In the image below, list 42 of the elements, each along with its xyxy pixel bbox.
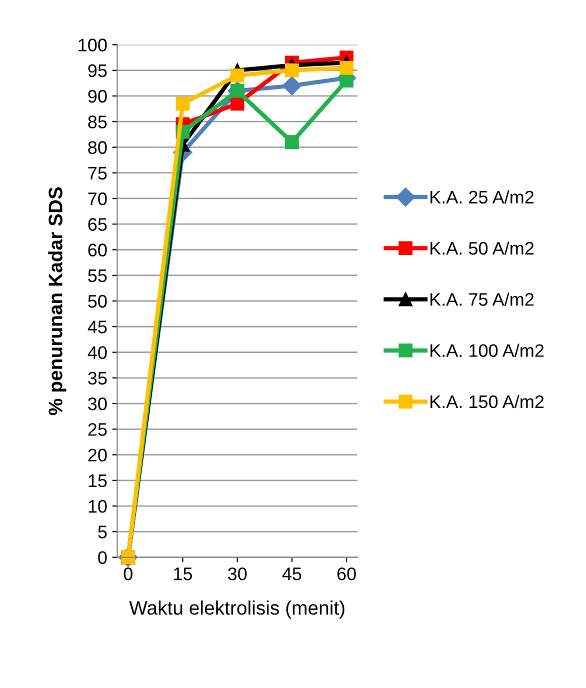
point <box>230 68 244 82</box>
y-tick-label: 10 <box>88 500 107 513</box>
point <box>230 84 244 98</box>
y-tick-label: 35 <box>88 372 107 385</box>
x-tick-label: 0 <box>124 567 132 580</box>
y-tick-label: 50 <box>88 294 107 308</box>
y-tick-label: 85 <box>88 116 107 128</box>
y-tick-label: 25 <box>88 423 107 436</box>
y-tick-label: 0 <box>98 551 107 564</box>
x-tick-label: 15 <box>174 568 192 580</box>
y-tick-label: 40 <box>88 346 107 359</box>
y-axis-title: % penurunan Kadar SDS <box>48 187 66 416</box>
point <box>340 60 354 75</box>
y-tick-label: 95 <box>88 64 107 78</box>
y-tick-label: 80 <box>88 141 107 154</box>
y-tick-label: 30 <box>88 397 107 410</box>
legend-label: K.A. 100 A/m2 <box>430 344 544 357</box>
y-tick-label: 45 <box>88 320 107 334</box>
x-tick-label: 60 <box>337 567 356 580</box>
y-tick-label: 65 <box>88 218 107 231</box>
y-tick-label: 70 <box>88 192 107 206</box>
legend-label: K.A. 25 A/m2 <box>430 190 534 204</box>
y-tick-label: 15 <box>88 474 107 488</box>
legend-label: K.A. 50 A/m2 <box>430 241 534 255</box>
point <box>230 96 244 111</box>
y-tick-label: 55 <box>88 269 107 282</box>
point <box>284 63 299 78</box>
y-tick-label: 20 <box>88 448 107 462</box>
y-tick-label: 100 <box>78 38 107 52</box>
y-tick-label: 5 <box>98 526 107 538</box>
point <box>284 135 299 150</box>
point <box>176 96 190 111</box>
legend-label: K.A. 150 A/m2 <box>430 394 544 408</box>
y-tick-label: 60 <box>88 244 107 256</box>
x-tick-label: 45 <box>282 568 302 580</box>
y-tick-label: 75 <box>88 166 107 180</box>
y-tick-label: 90 <box>88 90 107 103</box>
point <box>340 74 354 88</box>
point <box>282 76 302 96</box>
x-tick-label: 30 <box>228 567 247 580</box>
x-axis-title: Waktu elektrolisis (menit) <box>129 600 344 619</box>
legend-label: K.A. 75 A/m2 <box>430 292 534 306</box>
